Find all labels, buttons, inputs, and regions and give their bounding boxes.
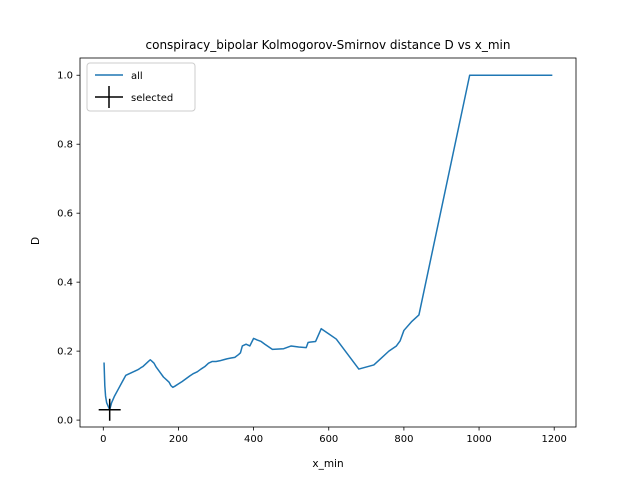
- x-tick-label: 1200: [541, 434, 566, 445]
- axes-frame: [79, 57, 577, 428]
- x-tick-label: 1000: [466, 434, 491, 445]
- x-axis-label: x_min: [312, 458, 343, 470]
- legend-label-selected: selected: [131, 93, 173, 104]
- y-tick-label: 0.8: [57, 140, 73, 151]
- x-tick-label: 600: [319, 434, 338, 445]
- series-line-all: [103, 74, 553, 411]
- x-tick-label: 200: [169, 434, 188, 445]
- x-tick-label: 0: [100, 434, 106, 445]
- y-tick-label: 0.2: [57, 347, 73, 358]
- legend: all selected: [86, 62, 196, 112]
- x-tick-label: 400: [244, 434, 263, 445]
- y-tick-label: 0.6: [57, 209, 73, 220]
- y-tick-label: 0.4: [57, 278, 73, 289]
- chart-title: conspiracy_bipolar Kolmogorov-Smirnov di…: [146, 38, 511, 52]
- plot-area: 0 200 400 600 800 1000 1200 0.0 0.2 0.4 0.6 0.8 1.0: [57, 57, 577, 445]
- legend-label-all: all: [131, 71, 143, 82]
- x-tick-label: 800: [394, 434, 413, 445]
- y-tick-label: 1.0: [57, 71, 73, 82]
- y-axis-label: D: [30, 237, 42, 245]
- y-tick-label: 0.0: [57, 416, 73, 427]
- series-marker-selected: [98, 398, 121, 421]
